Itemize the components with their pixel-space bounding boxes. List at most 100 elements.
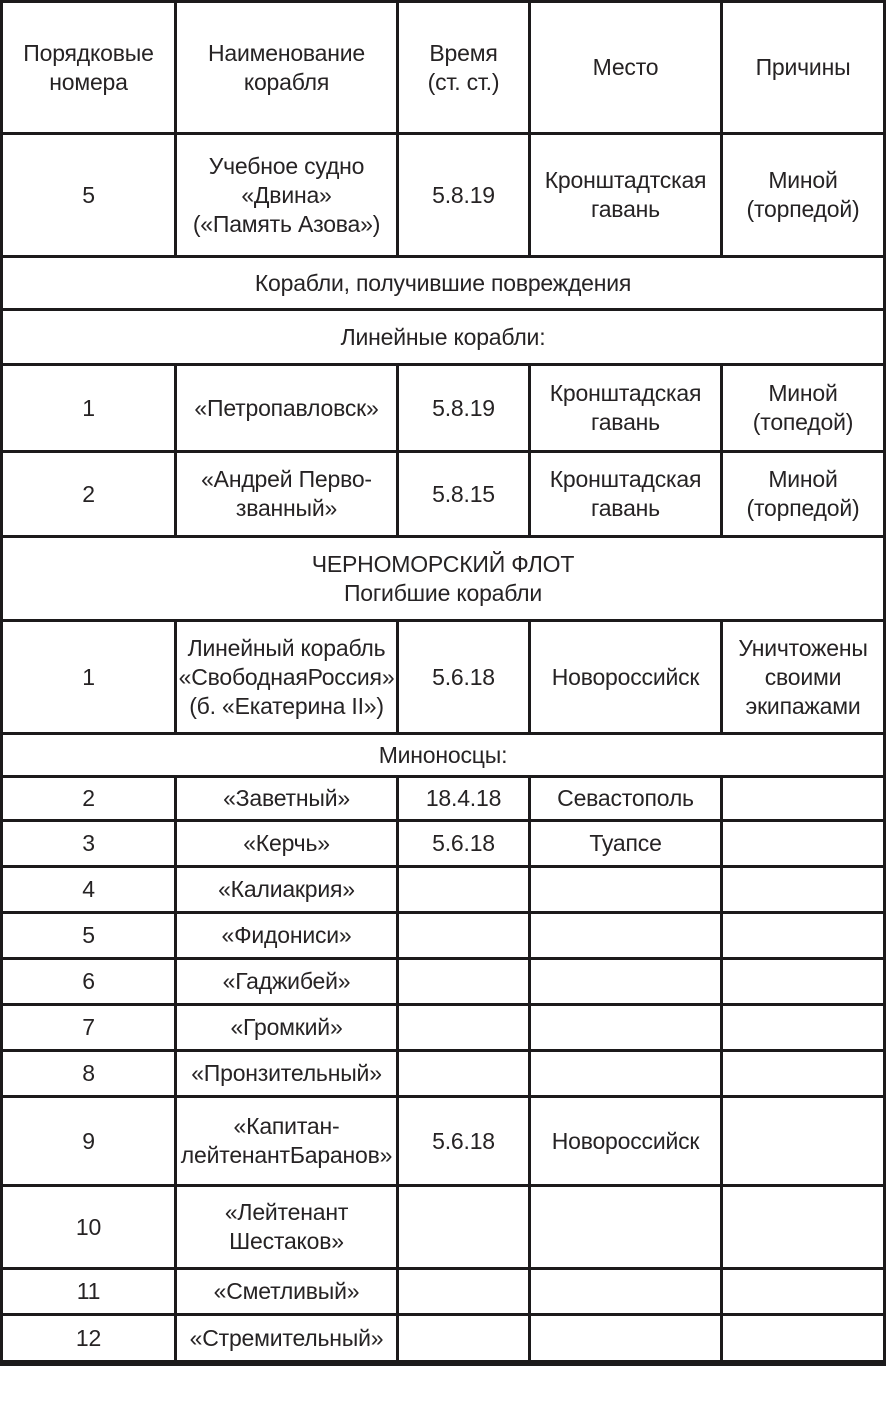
cell-ship-name: «Фидониси» [174,914,396,957]
cell-place [528,1270,720,1313]
table-row: 5 «Фидониси» [3,911,883,957]
cell-ship-name: «Сметливый» [174,1270,396,1313]
cell-ordinal-number: 2 [82,480,95,507]
cell-cause [720,1006,883,1049]
cell-time [396,914,528,957]
cell-place: Новороссийск [528,1098,720,1184]
section-row: ЧЕРНОМОРСКИЙ ФЛОТ Погибшие корабли [3,535,883,619]
cell-place [528,914,720,957]
table-row: 4 «Калиакрия» [3,865,883,911]
table-row: 6 «Гаджибей» [3,957,883,1003]
cell-ordinal-number: 9 [82,1127,95,1154]
cell-time: 5.6.18 [396,622,528,732]
cell-place [528,868,720,911]
cell-place: Кронштадская гавань [528,453,720,535]
section-row: Линейные корабли: [3,308,883,363]
cell-time [396,868,528,911]
table-row: 3 «Керчь» 5.6.18 Туапсе [3,819,883,865]
section-title: Корабли, получившие повреждения [254,269,632,296]
header-ordinal-number: Порядковые номера [23,39,154,95]
section-row: Корабли, получившие повреждения [3,255,883,308]
cell-ordinal-number: 4 [82,876,95,902]
cell-ordinal-number: 10 [75,1213,102,1240]
cell-ordinal-number: 7 [82,1014,95,1040]
cell-cause [720,914,883,957]
cell-place [528,1006,720,1049]
cell-ordinal-number: 3 [82,830,95,856]
section-title: ЧЕРНОМОРСКИЙ ФЛОТ Погибшие корабли [311,550,575,606]
cell-time: 5.8.15 [396,453,528,535]
cell-cause [720,960,883,1003]
cell-cause: Миной (топедой) [720,366,883,450]
cell-time: 5.6.18 [396,1098,528,1184]
cell-cause [720,1098,883,1184]
cell-ordinal-number: 1 [82,394,95,421]
cell-cause: Уничтожены своими экипажами [720,622,883,732]
table-row: 7 «Громкий» [3,1003,883,1049]
cell-ship-name: «Громкий» [174,1006,396,1049]
header-cause: Причины [720,3,883,132]
table-row: 8 «Пронзительный» [3,1049,883,1095]
cell-time [396,960,528,1003]
table-row: 9 «Капитан- лейтенантБаранов» 5.6.18 Новоро… [3,1095,883,1184]
cell-place: Новороссийск [528,622,720,732]
table-row: 12 «Стремительный» [3,1313,883,1360]
section-row: Миноносцы: [3,732,883,775]
cell-time: 5.6.18 [396,822,528,865]
cell-ship-name: «Капитан- лейтенантБаранов» [174,1098,396,1184]
cell-cause: Миной (торпедой) [720,453,883,535]
cell-ship-name: Линейный корабль «СвободнаяРоссия» (б. «… [174,622,396,732]
section-title: Линейные корабли: [340,323,546,350]
cell-time [396,1006,528,1049]
cell-ship-name: «Петропавловск» [174,366,396,450]
cell-time: 18.4.18 [396,778,528,819]
cell-ordinal-number: 1 [82,663,95,690]
cell-cause [720,822,883,865]
cell-ship-name: «Стремительный» [174,1316,396,1360]
table-row: 11 «Сметливый» [3,1267,883,1313]
scanned-page: Порядковые номера Наименование корабля Вре… [0,0,886,1366]
cell-place: Кронштадская гавань [528,366,720,450]
cell-place [528,1052,720,1095]
cell-time [396,1052,528,1095]
section-title: Миноносцы: [378,741,508,768]
ships-table: Порядковые номера Наименование корабля Вре… [0,0,886,1366]
cell-ship-name: «Андрей Перво- званный» [174,453,396,535]
cell-cause [720,778,883,819]
table-row: 2 «Заветный» 18.4.18 Севастополь [3,775,883,819]
cell-cause [720,1316,883,1360]
cell-cause: Миной (торпедой) [720,135,883,255]
table-row: 1 Линейный корабль «СвободнаяРоссия» (б. … [3,619,883,732]
cell-ordinal-number: 6 [82,968,95,994]
cell-cause [720,1052,883,1095]
header-ship-name: Наименование корабля [174,3,396,132]
cell-time [396,1316,528,1360]
cell-place: Кронштадтская гавань [528,135,720,255]
cell-place [528,1316,720,1360]
cell-ordinal-number: 5 [82,922,95,948]
cell-place [528,1187,720,1267]
cell-ship-name: «Заветный» [174,778,396,819]
cell-ship-name: Учебное судно «Двина» («Память Азова») [174,135,396,255]
cell-place [528,960,720,1003]
table-row: 5 Учебное судно «Двина» («Память Азова») 5… [3,132,883,255]
cell-ship-name: «Калиакрия» [174,868,396,911]
cell-place: Севастополь [528,778,720,819]
header-time: Время (ст. ст.) [396,3,528,132]
cell-ship-name: «Керчь» [174,822,396,865]
cell-ordinal-number: 11 [76,1278,101,1304]
cell-ordinal-number: 5 [82,181,95,208]
cell-ordinal-number: 12 [75,1324,102,1351]
cell-cause [720,1187,883,1267]
cell-time: 5.8.19 [396,366,528,450]
cell-time [396,1187,528,1267]
cell-place: Туапсе [528,822,720,865]
cell-ship-name: «Гаджибей» [174,960,396,1003]
cell-ordinal-number: 8 [82,1060,95,1086]
cell-cause [720,1270,883,1313]
table-row: 10 «Лейтенант Шестаков» [3,1184,883,1267]
cell-ship-name: «Пронзительный» [174,1052,396,1095]
header-row: Порядковые номера Наименование корабля Вре… [3,3,883,132]
cell-time [396,1270,528,1313]
header-place: Место [528,3,720,132]
